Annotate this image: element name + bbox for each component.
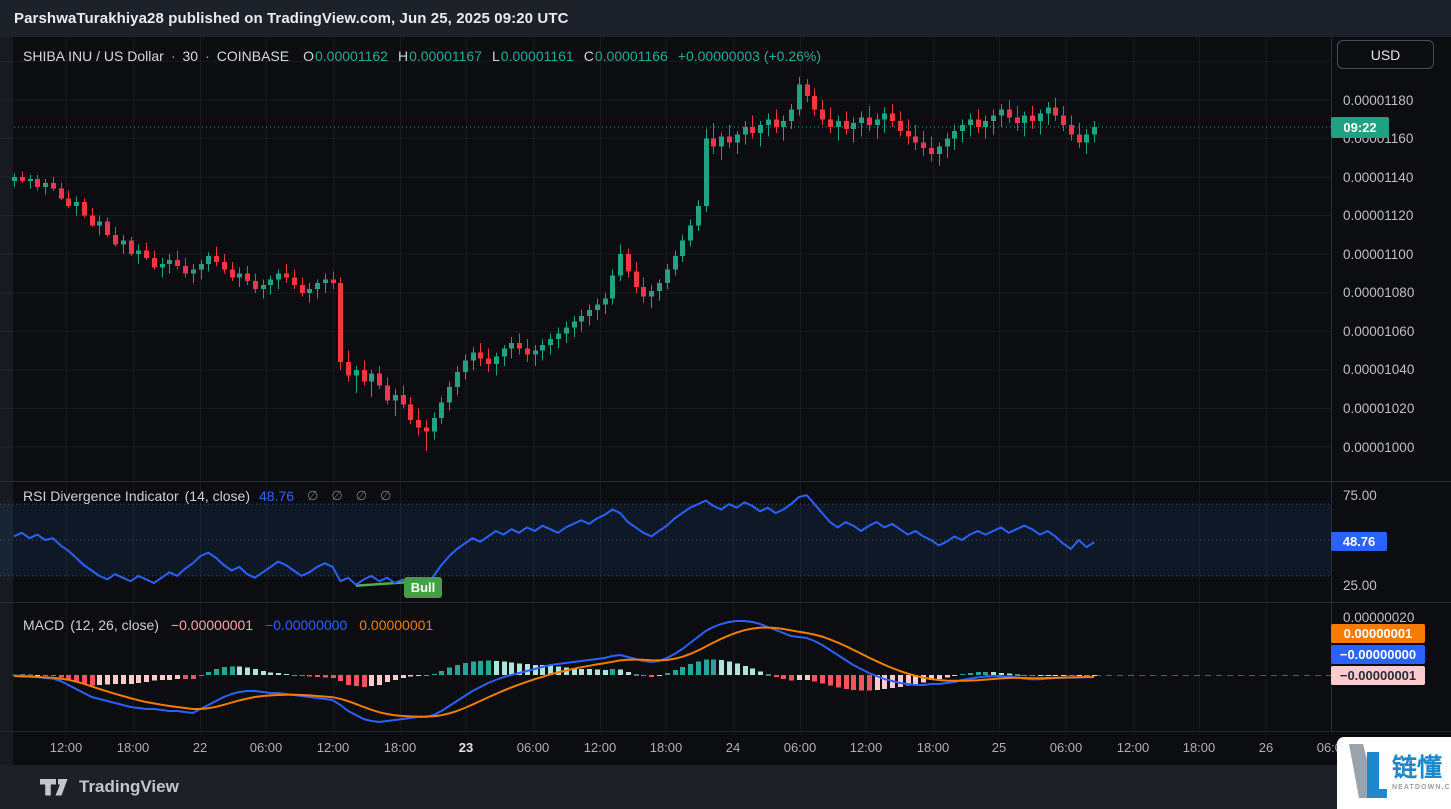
time-axis-label: 22 xyxy=(192,740,208,755)
rsi-axis-label: 25.00 xyxy=(1343,577,1377,593)
macd-indicator-title[interactable]: MACD (12, 26, close) −0.00000001 −0.0000… xyxy=(23,616,434,633)
empty-value-icon: ∅ xyxy=(331,487,343,503)
price-axis-label: 0.00001020 xyxy=(1343,400,1415,416)
footer-bar: TradingView xyxy=(0,765,1451,809)
interval-label[interactable]: 30 xyxy=(182,48,199,64)
time-axis-label: 12:00 xyxy=(49,740,83,755)
empty-value-icon: ∅ xyxy=(355,487,368,503)
macd-hist-value: −0.00000001 xyxy=(170,616,254,633)
time-axis-label: 06:00 xyxy=(516,740,550,755)
rsi-indicator-title[interactable]: RSI Divergence Indicator (14, close) 48.… xyxy=(23,487,392,504)
neatdown-title: 链懂 xyxy=(1392,754,1443,782)
empty-value-icon: ∅ xyxy=(380,487,392,503)
candles xyxy=(12,76,1097,451)
macd-signal-value: 0.00000001 xyxy=(359,616,434,633)
time-axis-label: 23 xyxy=(458,740,474,755)
high-value: 0.00001167 xyxy=(409,48,482,64)
price-axis-label: 0.00001140 xyxy=(1343,169,1414,185)
macd-signal-badge: 0.00000001 xyxy=(1331,624,1425,643)
time-axis-label: 06:00 xyxy=(249,740,283,755)
time-axis-label: 18:00 xyxy=(1182,740,1216,755)
tradingview-logo-link[interactable]: TradingView xyxy=(40,777,179,797)
time-axis-label: 12:00 xyxy=(849,740,883,755)
price-axis-label: 0.00001180 xyxy=(1343,92,1414,108)
countdown-price-badge: 09:22 xyxy=(1331,117,1389,138)
time-axis-label: 18:00 xyxy=(916,740,950,755)
left-margin-strip xyxy=(0,37,13,765)
pane-divider[interactable] xyxy=(0,602,1451,603)
macd-hist-badge: −0.00000001 xyxy=(1331,666,1425,685)
rsi-axis-label: 75.00 xyxy=(1343,487,1377,503)
empty-value-icon: ∅ xyxy=(307,487,319,503)
neatdown-logo[interactable]: 链懂 NEATDOWN.COM xyxy=(1337,737,1451,809)
macd-line-value: −0.00000000 xyxy=(265,616,348,633)
neatdown-subtitle: NEATDOWN.COM xyxy=(1392,784,1451,791)
time-axis[interactable]: 12:00 18:00 22 06:00 12:00 18:00 23 06:00 12:00 1… xyxy=(0,731,1451,766)
time-axis-label: 25 xyxy=(991,740,1007,755)
time-axis-label: 06:00 xyxy=(1049,740,1083,755)
price-axis-border xyxy=(1331,37,1332,731)
time-axis-label: 12:00 xyxy=(316,740,350,755)
exchange-label: COINBASE xyxy=(216,48,290,64)
main-candlestick-pane[interactable] xyxy=(0,37,1331,481)
time-axis-label: 18:00 xyxy=(649,740,683,755)
macd-axis-label: 0.00000020 xyxy=(1343,609,1415,625)
bull-divergence-label: Bull xyxy=(404,577,442,598)
price-axis-label: 0.00001060 xyxy=(1343,323,1415,339)
time-axis-label: 18:00 xyxy=(116,740,150,755)
time-axis-label: 06:00 xyxy=(783,740,817,755)
symbol-title[interactable]: SHIBA INU / US Dollar xyxy=(23,48,164,64)
currency-toggle-button[interactable]: USD xyxy=(1337,40,1434,69)
price-axis-label: 0.00001120 xyxy=(1343,208,1414,224)
open-value: 0.00001162 xyxy=(315,48,388,64)
tradingview-brand-text: TradingView xyxy=(79,777,179,796)
price-axis-label: 0.00001000 xyxy=(1343,439,1415,455)
price-axis-label: 0.00001100 xyxy=(1343,246,1414,262)
time-axis-label: 12:00 xyxy=(583,740,617,755)
time-axis-label: 18:00 xyxy=(383,740,417,755)
rsi-value-badge: 48.76 xyxy=(1331,532,1387,551)
neatdown-l-icon xyxy=(1345,742,1387,805)
price-axis-label: 0.00001080 xyxy=(1343,285,1415,301)
macd-pane[interactable] xyxy=(0,603,1331,730)
change-value: +0.00000003 (+0.26%) xyxy=(677,48,822,64)
snapshot-header: ParshwaTurakhiya28 published on TradingV… xyxy=(0,0,1451,37)
chart-legend: SHIBA INU / US Dollar · 30 · COINBASE O0… xyxy=(23,48,822,64)
time-axis-label: 24 xyxy=(725,740,741,755)
pane-divider[interactable] xyxy=(0,481,1451,482)
low-label: L xyxy=(492,48,500,64)
time-axis-label: 26 xyxy=(1258,740,1274,755)
close-label: C xyxy=(583,48,594,64)
tradingview-logo-icon xyxy=(40,778,70,796)
rsi-current-value: 48.76 xyxy=(259,487,295,504)
macd-line-badge: −0.00000000 xyxy=(1331,645,1425,664)
price-axis-label: 0.00001040 xyxy=(1343,362,1415,378)
close-value: 0.00001166 xyxy=(594,48,668,64)
high-label: H xyxy=(397,48,409,64)
ohlc-values: O0.00001162 H0.00001167 L0.00001161 C0.0… xyxy=(303,48,821,64)
low-value: 0.00001161 xyxy=(500,48,574,64)
published-by-text: ParshwaTurakhiya28 published on TradingV… xyxy=(14,10,569,27)
open-label: O xyxy=(303,48,314,64)
time-axis-label: 12:00 xyxy=(1116,740,1150,755)
rsi-pane[interactable] xyxy=(0,482,1331,602)
